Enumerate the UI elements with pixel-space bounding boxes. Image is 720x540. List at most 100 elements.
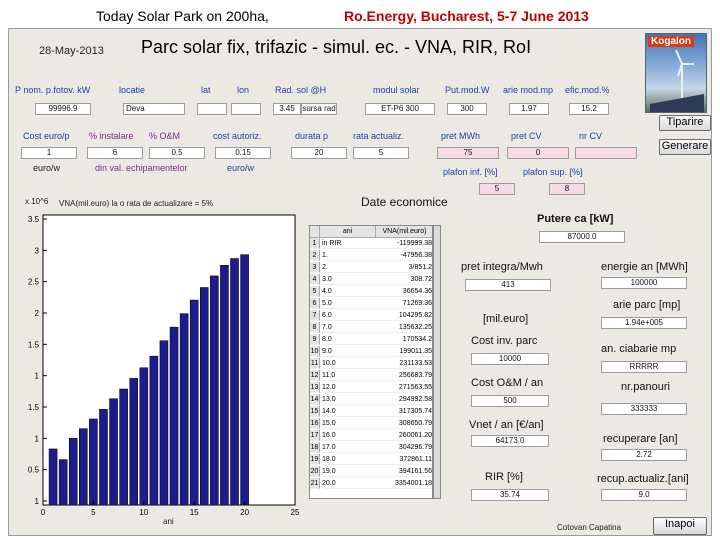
plafon-sup-field[interactable]: 8	[549, 183, 585, 195]
table-cell-ani[interactable]: 20.0	[322, 478, 376, 489]
table-cell-vna[interactable]: 199011.35	[376, 346, 432, 357]
chart-bar	[68, 438, 78, 506]
table-cell-ani[interactable]: 10.0	[322, 358, 376, 369]
table-cell-vna[interactable]: 260061.20	[376, 430, 432, 441]
kogalon-logo: Kogalon	[645, 33, 707, 113]
table-cell-ani[interactable]: 4.0	[322, 286, 376, 297]
table-cell-vna[interactable]: 308.72	[376, 274, 432, 285]
table-cell-ani[interactable]: 11.0	[322, 370, 376, 381]
nr-cv-field[interactable]	[575, 147, 637, 159]
table-cell-vna[interactable]: 271563.55	[376, 382, 432, 393]
instalare-field[interactable]: 6	[87, 147, 143, 159]
x-tick-label: 20	[240, 508, 249, 517]
plafon-inf-field[interactable]: 5	[479, 183, 515, 195]
y-tick-label: 2.5	[28, 278, 40, 287]
table-row-index: 21	[310, 478, 320, 489]
table-cell-vna[interactable]: 36654.36	[376, 286, 432, 297]
cost-autoriz-field[interactable]: 0.15	[215, 147, 271, 159]
energie-field[interactable]: 100000	[601, 277, 687, 289]
table-cell-vna[interactable]: 256683.79	[376, 370, 432, 381]
table-cell-ani[interactable]: 14.0	[322, 406, 376, 417]
arie-mod-field[interactable]: 1.97	[509, 103, 549, 115]
table-cell-vna[interactable]: 135632.25	[376, 322, 432, 333]
print-button[interactable]: Tiparire	[659, 115, 711, 131]
table-cell-ani[interactable]: 15.0	[322, 418, 376, 429]
table-row-index: 1	[310, 238, 320, 249]
table-cell-vna[interactable]: 104295.82	[376, 310, 432, 321]
table-cell-vna[interactable]: 372861.11	[376, 454, 432, 465]
pret-integr-field[interactable]: 413	[465, 279, 551, 291]
nr-panouri-field[interactable]: 333333	[601, 403, 687, 415]
back-button[interactable]: Inapoi	[653, 517, 707, 535]
rir-field[interactable]: 35.74	[471, 489, 549, 501]
x-tick-label: 25	[291, 508, 299, 517]
table-cell-ani[interactable]: 16.0	[322, 430, 376, 441]
table-cell-ani[interactable]: 6.0	[322, 310, 376, 321]
table-cell-ani[interactable]: 19.0	[322, 466, 376, 477]
rad-source-field[interactable]: sursa rad	[301, 103, 337, 115]
table-cell-vna[interactable]: 294992.58	[376, 394, 432, 405]
table-cell-ani[interactable]: in RIR	[322, 238, 376, 249]
cost-om-field[interactable]: 500	[471, 395, 549, 407]
pret-integr-label: pret integra/Mwh	[461, 261, 543, 273]
an-ciabarie-field[interactable]: RRRRR	[601, 361, 687, 373]
om-field[interactable]: 0.5	[149, 147, 205, 159]
table-row-index: 16	[310, 418, 320, 429]
vna-table[interactable]: ani VNA(mil.euro) 1 in RIR -119999.38 2 1. -4…	[309, 225, 433, 499]
table-cell-ani[interactable]: 7.0	[322, 322, 376, 333]
table-cell-vna[interactable]: -47956.38	[376, 250, 432, 261]
chart-title: VNA(mil.euro) la o rata de actualizare =…	[59, 199, 214, 208]
chart-bar	[79, 428, 88, 506]
lat-field[interactable]	[197, 103, 227, 115]
rata-actualiz-field[interactable]: 5	[353, 147, 409, 159]
table-row-index: 20	[310, 466, 320, 477]
table-cell-vna[interactable]: 308650.79	[376, 418, 432, 429]
table-cell-ani[interactable]: 18.0	[322, 454, 376, 465]
durata-label: durata p	[295, 131, 329, 141]
table-cell-ani[interactable]: 3.0	[322, 274, 376, 285]
table-cell-vna[interactable]: 317305.74	[376, 406, 432, 417]
table-cell-vna[interactable]: 394161.56	[376, 466, 432, 477]
table-cell-ani[interactable]: 9.0	[322, 346, 376, 357]
y-tick-label: 1.5	[28, 340, 40, 349]
table-cell-vna[interactable]: -119999.38	[376, 238, 432, 249]
arie-parc-field[interactable]: 1.94e+005	[601, 317, 687, 329]
recup-act-label: recup.actualiz.[ani]	[597, 473, 689, 485]
table-scrollbar[interactable]	[433, 225, 441, 499]
recuperare-field[interactable]: 2.72	[601, 449, 687, 461]
table-cell-ani[interactable]: 13.0	[322, 394, 376, 405]
table-cell-ani[interactable]: 8.0	[322, 334, 376, 345]
table-cell-vna[interactable]: 304296.79	[376, 442, 432, 453]
recup-act-field[interactable]: 9.0	[601, 489, 687, 501]
table-cell-ani[interactable]: 2.	[322, 262, 376, 273]
table-cell-vna[interactable]: 170534.2	[376, 334, 432, 345]
table-cell-vna[interactable]: 231133.53	[376, 358, 432, 369]
rad-sol-field[interactable]: 3.45	[273, 103, 301, 115]
efic-mod-field[interactable]: 15.2	[569, 103, 609, 115]
table-cell-ani[interactable]: 1.	[322, 250, 376, 261]
lon-label: lon	[237, 85, 250, 95]
pret-mwh-field[interactable]: 75	[437, 147, 499, 159]
table-cell-vna[interactable]: 3/851.2	[376, 262, 432, 273]
pret-cv-field[interactable]: 0	[507, 147, 569, 159]
table-cell-vna[interactable]: 71269.36	[376, 298, 432, 309]
an-ciabarie-label: an. ciabarie mp	[601, 343, 677, 355]
cost-euro-field[interactable]: 1	[21, 147, 77, 159]
lon-field[interactable]	[231, 103, 261, 115]
table-cell-ani[interactable]: 17.0	[322, 442, 376, 453]
table-cell-vna[interactable]: 3354001.18	[376, 478, 432, 489]
efic-mod-label: efic.mod.%	[565, 85, 610, 95]
table-cell-ani[interactable]: 12.0	[322, 382, 376, 393]
put-mod-field[interactable]: 300	[447, 103, 487, 115]
table-row-index: 14	[310, 394, 320, 405]
vnet-field[interactable]: 64173.0	[471, 435, 549, 447]
modul-solar-field[interactable]: ET-P6 300	[365, 103, 435, 115]
p-nom-field[interactable]: 99996.9	[35, 103, 91, 115]
table-cell-ani[interactable]: 5.0	[322, 298, 376, 309]
durata-field[interactable]: 20	[291, 147, 347, 159]
locatie-field[interactable]: Deva	[123, 103, 185, 115]
cost-euro-label: Cost euro/p	[23, 131, 70, 141]
generate-button[interactable]: Generare	[659, 139, 711, 155]
power-field[interactable]: 87000.0	[539, 231, 625, 243]
cost-inv-field[interactable]: 10000	[471, 353, 549, 365]
